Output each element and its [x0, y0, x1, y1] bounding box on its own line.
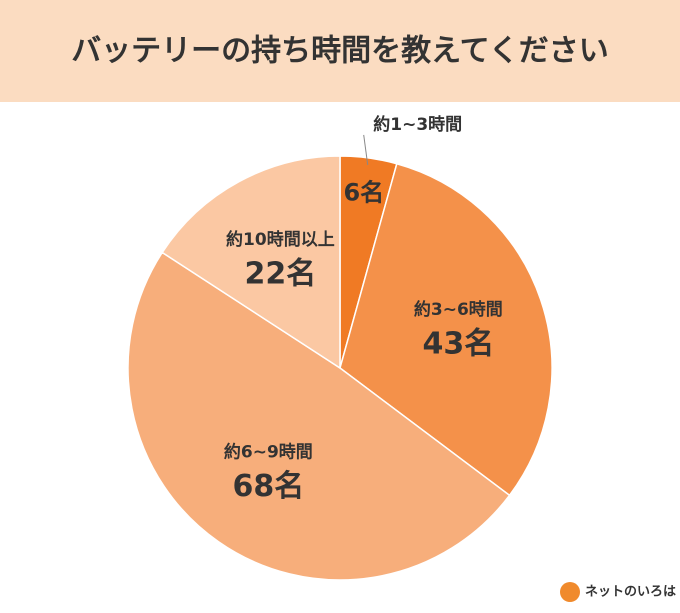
chart-title: バッテリーの持ち時間を教えてください — [71, 34, 609, 69]
pie-slice — [339, 162, 553, 497]
brand-icon — [560, 582, 580, 602]
value-label: 43名 — [422, 326, 494, 361]
pie-slice — [161, 155, 341, 370]
leader-line — [363, 134, 369, 165]
category-label: 約10時間以上 — [226, 229, 335, 250]
category-label: 約1~3時間 — [373, 114, 462, 135]
title-banner — [0, 0, 680, 102]
value-label: 68名 — [232, 469, 304, 504]
category-label: 約3~6時間 — [414, 299, 503, 320]
brand: ネットのいろは — [585, 585, 676, 600]
value-label: 22名 — [245, 257, 317, 292]
pie-slice — [127, 251, 511, 581]
value-label: 6名 — [343, 179, 384, 207]
category-label: 約6~9時間 — [224, 441, 313, 462]
